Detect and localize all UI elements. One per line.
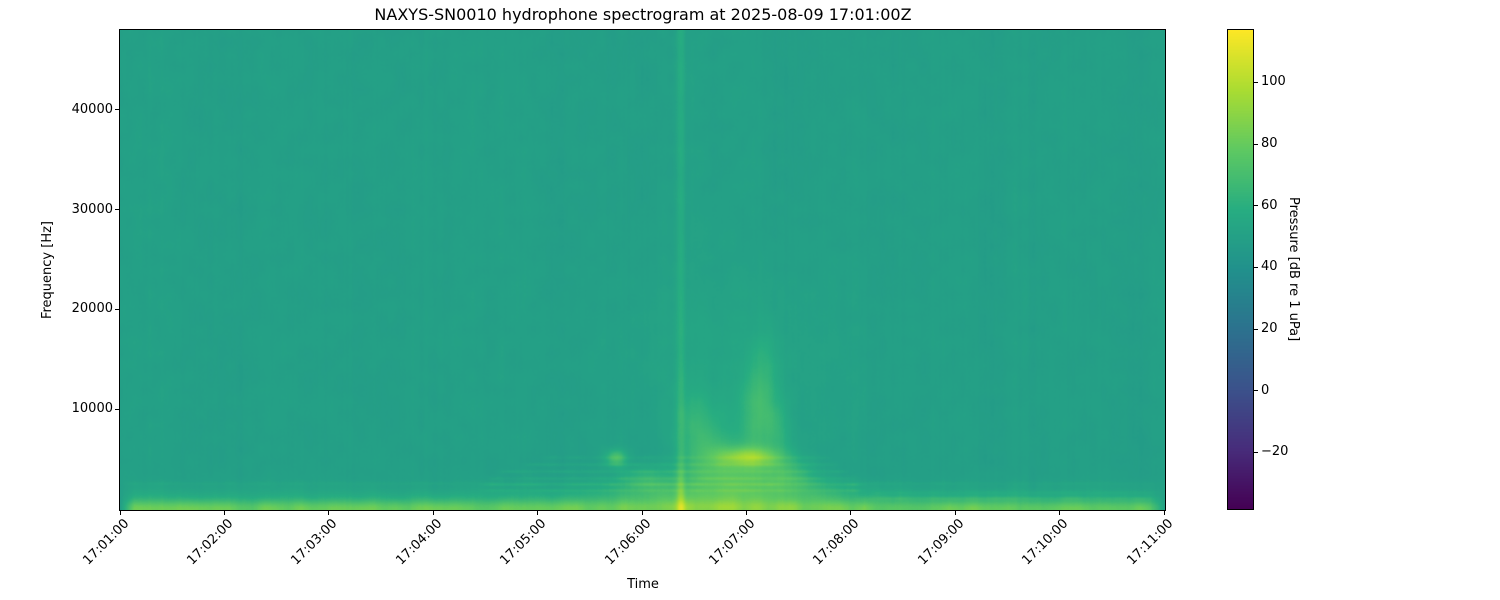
x-tick-mark (223, 511, 225, 515)
y-tick-mark (115, 408, 119, 410)
colorbar-label: Pressure [dB re 1 uPa] (1286, 197, 1301, 342)
plot-area (119, 29, 1166, 511)
x-tick-mark (954, 511, 956, 515)
x-tick-mark (850, 511, 852, 515)
colorbar-tick-mark (1254, 205, 1258, 207)
x-tick-label: 17:02:00 (184, 516, 237, 569)
colorbar (1227, 29, 1254, 510)
x-tick-label: 17:04:00 (393, 516, 446, 569)
x-tick-label: 17:08:00 (810, 516, 863, 569)
x-tick-label: 17:11:00 (1124, 516, 1176, 569)
colorbar-tick-mark (1254, 390, 1258, 392)
x-tick-mark (328, 511, 330, 515)
colorbar-tick-mark (1254, 81, 1258, 83)
colorbar-canvas (1228, 30, 1253, 509)
colorbar-tick-mark (1254, 451, 1258, 453)
colorbar-tick-mark (1254, 143, 1258, 145)
colorbar-tick-mark (1254, 266, 1258, 268)
colorbar-tick-label: 80 (1261, 136, 1278, 152)
spectrogram-canvas (120, 30, 1165, 510)
colorbar-tick-label: −20 (1261, 444, 1289, 460)
x-tick-label: 17:03:00 (288, 516, 341, 569)
y-tick-label: 40000 (71, 101, 113, 117)
x-tick-mark (1059, 511, 1061, 515)
colorbar-tick-label: 0 (1261, 382, 1270, 398)
x-tick-mark (641, 511, 643, 515)
colorbar-tick-label: 40 (1261, 259, 1278, 275)
y-tick-mark (115, 209, 119, 211)
y-tick-label: 10000 (71, 401, 113, 417)
x-tick-mark (432, 511, 434, 515)
colorbar-tick-mark (1254, 328, 1258, 330)
y-tick-mark (115, 308, 119, 310)
x-tick-label: 17:06:00 (602, 516, 654, 569)
x-tick-label: 17:05:00 (497, 516, 550, 569)
y-tick-label: 30000 (71, 201, 113, 217)
x-axis-label: Time (627, 577, 659, 592)
colorbar-tick-label: 20 (1261, 321, 1278, 337)
x-tick-label: 17:07:00 (706, 516, 759, 569)
colorbar-tick-label: 60 (1261, 197, 1278, 213)
x-tick-label: 17:09:00 (915, 516, 968, 569)
x-tick-mark (745, 511, 747, 515)
x-tick-mark (1163, 511, 1165, 515)
x-tick-mark (537, 511, 539, 515)
x-tick-label: 17:10:00 (1019, 516, 1072, 569)
colorbar-tick-label: 100 (1261, 74, 1286, 90)
x-tick-label: 17:01:00 (80, 516, 132, 569)
y-tick-mark (115, 109, 119, 111)
x-tick-mark (119, 511, 121, 515)
y-axis-label: Frequency [Hz] (40, 220, 55, 320)
chart-title: NAXYS-SN0010 hydrophone spectrogram at 2… (374, 5, 912, 24)
y-tick-label: 20000 (71, 301, 113, 317)
